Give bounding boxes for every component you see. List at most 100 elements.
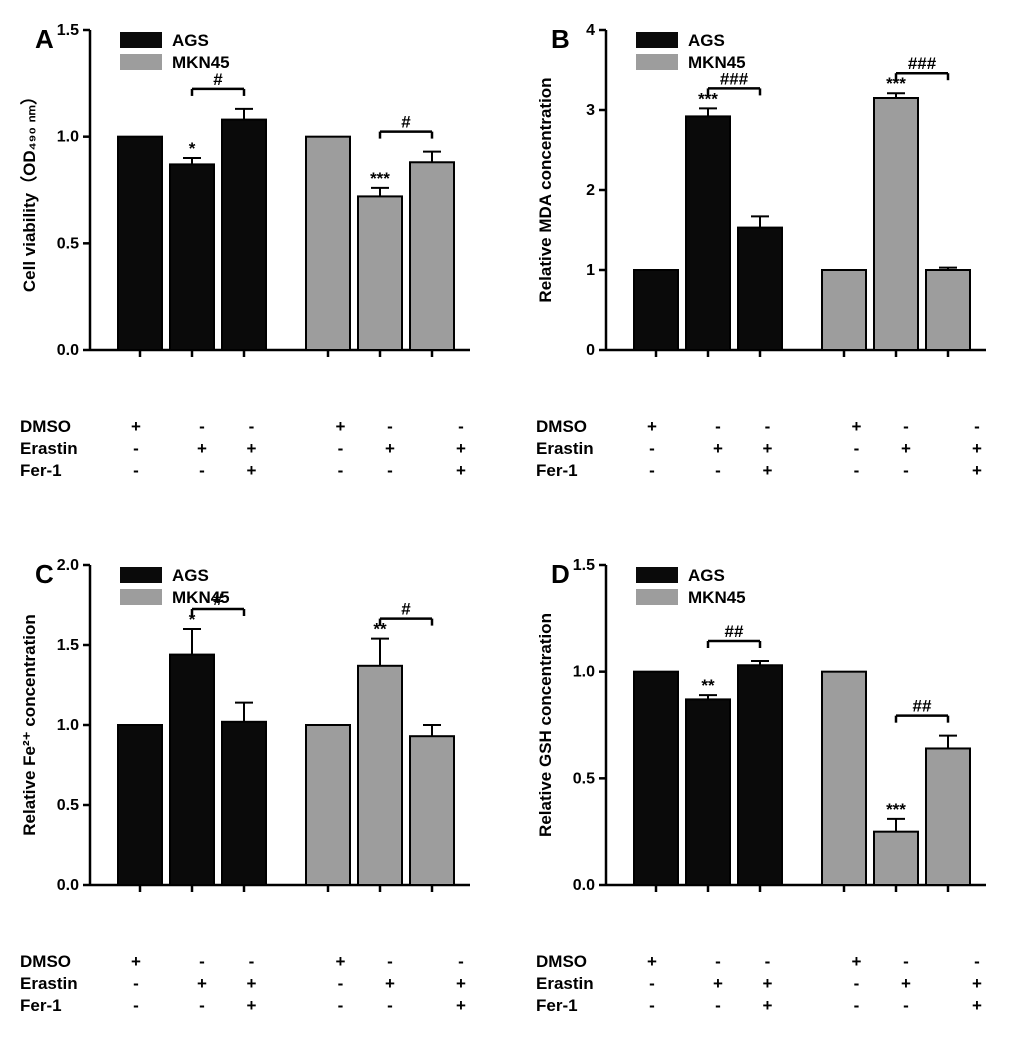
treatment-cell: +: [416, 995, 506, 1017]
treatment-label: Fer-1: [536, 995, 612, 1017]
treatment-cell: -: [176, 460, 228, 482]
treatment-cell: -: [612, 995, 692, 1017]
chart-B: BAGSMKN4501234Relative MDA concentration…: [526, 10, 1016, 410]
chart-A: AAGSMKN450.00.51.01.5Cell viability（OD₄₉…: [10, 10, 500, 410]
panel-letter: A: [35, 24, 54, 54]
treatment-cell: +: [228, 438, 275, 460]
y-tick-label: 1.5: [57, 637, 79, 654]
y-axis-label: Relative GSH concentration: [536, 613, 555, 837]
legend-swatch-mkn45: [636, 54, 678, 70]
treatment-table: DMSO+--+--Erastin-++-++Fer-1--+--+: [20, 416, 506, 482]
treatment-cell: -: [96, 995, 176, 1017]
treatment-cell: -: [880, 416, 932, 438]
bracket-label: ###: [908, 54, 937, 73]
bar: [634, 672, 678, 885]
treatment-label: DMSO: [536, 951, 612, 973]
bar: [306, 725, 350, 885]
treatment-cell: +: [692, 438, 744, 460]
y-tick-label: 0.0: [57, 342, 79, 359]
treatment-cell: +: [228, 973, 275, 995]
treatment-table: DMSO+--+--Erastin-++-++Fer-1--+--+: [536, 416, 1020, 482]
bar: [686, 116, 730, 350]
bracket-label: #: [213, 70, 223, 89]
treatment-cell: -: [692, 460, 744, 482]
bar: [306, 137, 350, 350]
treatment-cell: +: [176, 973, 228, 995]
treatment-cell: -: [96, 460, 176, 482]
treatment-cell: [791, 416, 833, 438]
treatment-cell: -: [176, 995, 228, 1017]
treatment-cell: +: [364, 438, 416, 460]
y-tick-label: 2: [586, 182, 595, 199]
treatment-cell: -: [880, 951, 932, 973]
y-tick-label: 4: [586, 22, 595, 39]
panel-letter: C: [35, 559, 54, 589]
treatment-cell: +: [317, 951, 364, 973]
y-tick-label: 0: [586, 342, 595, 359]
bar: [822, 672, 866, 885]
treatment-label: Erastin: [20, 438, 96, 460]
treatment-cell: -: [880, 995, 932, 1017]
treatment-cell: -: [96, 973, 176, 995]
treatment-cell: +: [176, 438, 228, 460]
bar: [874, 832, 918, 885]
treatment-cell: [275, 438, 317, 460]
treatment-cell: +: [317, 416, 364, 438]
y-axis-label: Relative MDA concentration: [536, 77, 555, 302]
sig-marker: **: [701, 676, 715, 695]
treatment-cell: [275, 973, 317, 995]
y-tick-label: 1.0: [573, 664, 595, 681]
y-tick-label: 2.0: [57, 557, 79, 574]
treatment-cell: -: [416, 951, 506, 973]
treatment-cell: +: [228, 460, 275, 482]
y-tick-label: 0.0: [57, 877, 79, 894]
treatment-label: DMSO: [20, 416, 96, 438]
panel-letter: B: [551, 24, 570, 54]
bar: [874, 98, 918, 350]
treatment-label: Erastin: [536, 438, 612, 460]
bar: [118, 725, 162, 885]
treatment-cell: +: [880, 438, 932, 460]
treatment-cell: +: [932, 973, 1020, 995]
bar: [170, 164, 214, 350]
treatment-cell: [791, 951, 833, 973]
treatment-cell: -: [317, 438, 364, 460]
treatment-cell: -: [692, 995, 744, 1017]
treatment-cell: -: [96, 438, 176, 460]
treatment-cell: +: [833, 416, 880, 438]
sig-marker: ***: [886, 800, 906, 819]
treatment-cell: +: [880, 973, 932, 995]
treatment-cell: +: [744, 460, 791, 482]
treatment-cell: [275, 995, 317, 1017]
bar: [222, 722, 266, 885]
legend-swatch-mkn45: [120, 54, 162, 70]
bracket-label: ##: [913, 697, 932, 716]
y-axis-label: Relative Fe²⁺ concentration: [20, 614, 39, 836]
treatment-label: Fer-1: [20, 995, 96, 1017]
panel-A: AAGSMKN450.00.51.01.5Cell viability（OD₄₉…: [10, 10, 506, 515]
treatment-cell: [275, 416, 317, 438]
y-tick-label: 1: [586, 262, 595, 279]
y-tick-label: 0.5: [57, 235, 79, 252]
treatment-cell: -: [176, 951, 228, 973]
treatment-cell: -: [416, 416, 506, 438]
panel-D: DAGSMKN450.00.51.01.5Relative GSH concen…: [526, 545, 1020, 1050]
bar: [410, 736, 454, 885]
legend-label-mkn45: MKN45: [688, 588, 746, 607]
bar: [738, 665, 782, 885]
treatment-cell: +: [744, 438, 791, 460]
panel-B: BAGSMKN4501234Relative MDA concentration…: [526, 10, 1020, 515]
treatment-cell: -: [744, 416, 791, 438]
y-tick-label: 1.5: [57, 22, 79, 39]
y-axis-label: Cell viability（OD₄₉₀ ₙₘ）: [19, 88, 39, 292]
treatment-cell: +: [932, 438, 1020, 460]
figure-grid: AAGSMKN450.00.51.01.5Cell viability（OD₄₉…: [10, 10, 1010, 1050]
treatment-cell: -: [833, 460, 880, 482]
treatment-cell: +: [692, 973, 744, 995]
treatment-cell: +: [416, 460, 506, 482]
legend-swatch-mkn45: [636, 589, 678, 605]
bar: [118, 137, 162, 350]
treatment-cell: [275, 951, 317, 973]
panel-C: CAGSMKN450.00.51.01.52.0Relative Fe²⁺ co…: [10, 545, 506, 1050]
bar: [686, 699, 730, 885]
